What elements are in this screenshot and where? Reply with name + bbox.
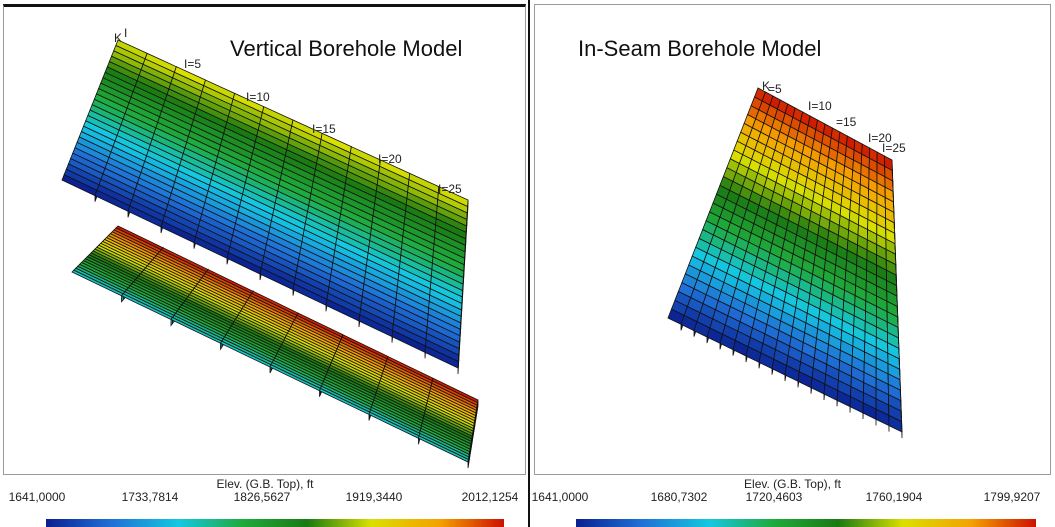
color-scale-bar [46, 519, 504, 527]
grid-label: I=15 [312, 122, 336, 136]
grid-cell[interactable] [884, 155, 893, 172]
color-scale-bar [576, 519, 1036, 527]
legend-tick: 1760,1904 [865, 490, 923, 504]
grid-label: I=20 [378, 152, 402, 166]
grid-label: I=25 [438, 182, 462, 196]
legend-tick: 1720,4603 [745, 490, 803, 504]
legend-title: Elev. (G.B. Top), ft [216, 477, 314, 491]
i-axis-label: I [124, 26, 127, 40]
legend-tick: 1641,0000 [8, 490, 66, 504]
legend-tick: 1919,3440 [345, 490, 403, 504]
in-seam-layer [667, 87, 903, 439]
legend-title: Elev. (G.B. Top), ft [744, 477, 841, 491]
legend-tick: 1826,5627 [233, 490, 291, 504]
legend-tick: 1733,7814 [121, 490, 179, 504]
k-axis-label: K [114, 31, 122, 45]
grid-label: I=25 [882, 141, 906, 155]
legend-tick: 2012,1254 [461, 490, 519, 504]
grid-label: I=5 [184, 57, 201, 71]
grid-label: I=10 [808, 99, 832, 113]
vertical-borehole-panel: K I I=5 I=10 I=15 I=20 I=25 Vertical Borehole … [0, 0, 530, 527]
legend-tick: 1680,7302 [650, 490, 708, 504]
color-legend: 1641,0000 1680,7302 1720,4603 1760,1904 … [531, 474, 1051, 527]
color-legend: Elev. (G.B. Top), ft 1641,0000 1733,7814… [4, 474, 526, 527]
grid-cell[interactable] [431, 377, 479, 404]
plot-title: Vertical Borehole Model [230, 36, 463, 61]
grid-cell[interactable] [437, 186, 469, 208]
grid-label: I=20 [868, 131, 892, 145]
legend-tick: 1641,0000 [531, 490, 589, 504]
in-seam-model-3d-view[interactable]: K=5 I=10 =15 I=20I=25 [530, 0, 1055, 475]
k-axis-label: K [762, 79, 770, 93]
lower-seam-layer [71, 225, 479, 469]
vertical-model-3d-view[interactable]: K I I=5 I=10 I=15 I=20 I=25 [0, 0, 530, 475]
grid-label: =5 [768, 82, 782, 96]
in-seam-borehole-panel: K =5 I=10 =15 I=20 I=25 In-Seam Borehole Mode… [530, 0, 1055, 527]
plot-title: In-Seam Borehole Model [578, 36, 822, 61]
grid-label: I=10 [246, 90, 270, 104]
legend-tick: 1799,9207 [983, 490, 1041, 504]
grid-label: =15 [836, 115, 857, 129]
upper-seam-layer [61, 39, 469, 375]
